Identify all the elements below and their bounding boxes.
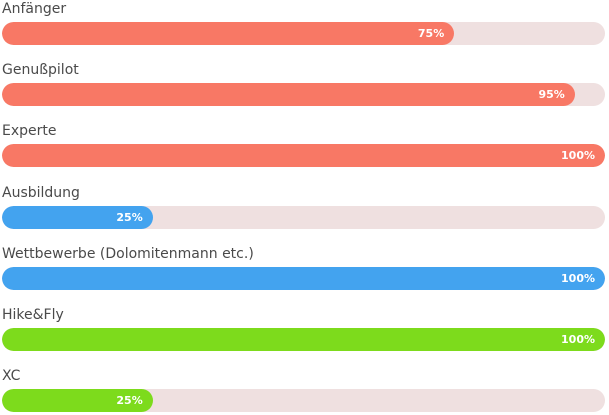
progress-track: 25% [2,206,605,229]
percent-label: 100% [561,333,595,346]
skill-row-xc: XC 25% [2,367,605,412]
percent-label: 100% [561,272,595,285]
percent-label: 25% [116,394,143,407]
progress-fill: 25% [2,389,153,412]
skill-label: Hike&Fly [2,307,64,323]
skill-row-genusspilot: Genußpilot 95% [2,61,605,106]
skill-label: Ausbildung [2,185,80,201]
skill-row-anfaenger: Anfänger 75% [2,0,605,45]
percent-label: 75% [417,27,445,40]
progress-fill: 25% [2,206,153,229]
progress-fill: 100% [2,267,605,290]
skill-row-ausbildung: Ausbildung 25% [2,184,605,229]
skill-row-wettbewerbe: Wettbewerbe (Dolomitenmann etc.) 100% [2,245,605,290]
progress-track: 25% [2,389,605,412]
progress-track: 100% [2,144,605,167]
progress-fill: 100% [2,328,605,351]
percent-label: 25% [116,211,143,224]
skill-label: Experte [2,123,57,139]
progress-fill: 100% [2,144,605,167]
skill-label: Genußpilot [2,62,79,78]
percent-label: 95% [538,88,565,101]
progress-fill: 95% [2,83,575,106]
progress-track: 95% [2,83,605,106]
skill-row-experte: Experte 100% [2,122,605,167]
skill-label: Anfänger [2,1,67,17]
progress-track: 75% [2,22,605,45]
skill-label: Wettbewerbe (Dolomitenmann etc.) [2,246,254,262]
progress-track: 100% [2,328,605,351]
progress-fill: 75% [2,22,455,45]
percent-label: 100% [561,149,595,162]
progress-track: 100% [2,267,605,290]
skill-label: XC [2,368,21,384]
skill-row-hike-fly: Hike&Fly 100% [2,306,605,351]
